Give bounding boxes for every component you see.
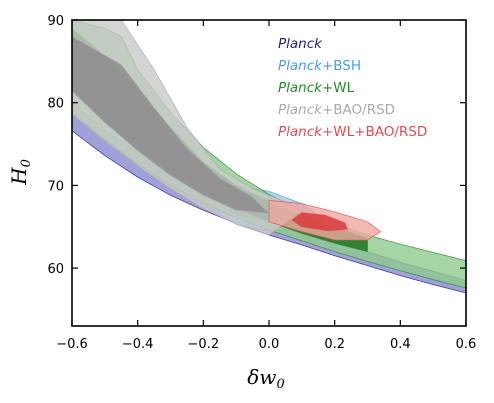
y-axis-label: H0	[7, 159, 34, 186]
x-tick-label: 0.2	[324, 337, 345, 352]
x-tick-label: 0.4	[390, 337, 411, 352]
legend-entry: Planck	[278, 36, 323, 52]
x-tick-label: 0.6	[456, 337, 477, 352]
contour-planck-wl-bao-rsd-inner	[291, 212, 349, 232]
legend-entry: Planck+BAO/RSD	[278, 102, 395, 118]
contour-planck-bao-rsd-inner	[72, 36, 271, 215]
legend-entry: Planck+BSH	[278, 58, 361, 74]
y-tick-label: 60	[47, 262, 64, 277]
legend: Planck Planck+BSH Planck+WL Planck+BAO/RSD P…	[278, 36, 427, 140]
y-tick-label: 90	[47, 14, 64, 29]
plot-frame	[71, 19, 467, 327]
x-axis-label: δw0	[247, 365, 284, 392]
x-tick-label: 0.0	[259, 337, 280, 352]
x-tick-label: −0.4	[122, 337, 154, 352]
x-axis-ticks: −0.6 −0.4 −0.2 0.0 0.2 0.4 0.6	[56, 20, 476, 352]
legend-entry: Planck+WL	[278, 80, 355, 96]
x-tick-label: −0.2	[188, 337, 220, 352]
y-tick-label: 70	[47, 179, 64, 194]
legend-entry: Planck+WL+BAO/RSD	[278, 124, 427, 140]
y-axis-ticks: 60 70 80 90	[47, 14, 466, 277]
x-tick-label: −0.6	[56, 337, 88, 352]
y-tick-label: 80	[47, 97, 64, 112]
contour-layer	[72, 20, 466, 294]
